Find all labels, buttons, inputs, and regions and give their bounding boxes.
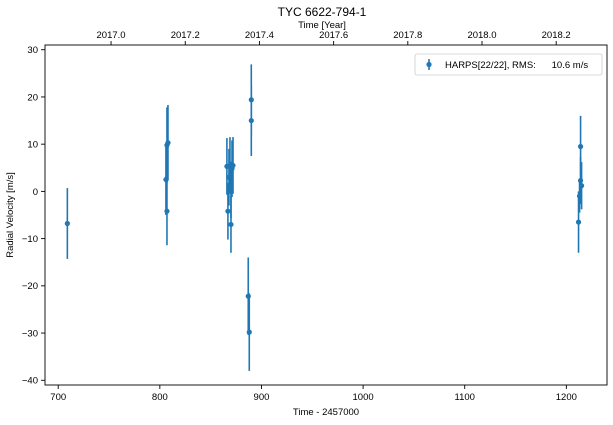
plot-frame — [44, 44, 608, 386]
data-series — [64, 64, 585, 371]
top-tick-label: 2017.6 — [319, 30, 348, 41]
y-tick-label: 30 — [27, 45, 38, 56]
y-axis: 30 20 10 0 −10 −20 −30 −40 — [22, 45, 45, 387]
data-point — [245, 293, 251, 299]
data-point — [246, 329, 252, 335]
chart-title: TYC 6622-794-1 — [278, 5, 367, 19]
top-tick-label: 2018.2 — [542, 30, 571, 41]
y-tick-label: −20 — [22, 281, 38, 292]
top-tick-label: 2017.2 — [171, 30, 200, 41]
data-point — [248, 117, 254, 124]
data-point — [578, 183, 585, 189]
data-point — [225, 208, 231, 214]
x-axis-label: Time - 2457000 — [293, 407, 359, 418]
x-tick-label: 800 — [152, 392, 168, 403]
legend: HARPS[22/22], RMS: 10.6 m/s — [414, 53, 603, 76]
top-tick-label: 2017.4 — [245, 30, 274, 41]
top-tick-label: 2017.0 — [97, 30, 126, 41]
data-point — [165, 140, 171, 146]
x-tick-label: 900 — [254, 392, 270, 403]
x-tick-label: 700 — [50, 392, 66, 403]
top-x-axis: 2017.0 2017.2 2017.4 2017.6 2017.8 2018.0 2018… — [97, 30, 571, 45]
data-point — [577, 143, 584, 150]
legend-box — [414, 53, 603, 76]
y-tick-label: 10 — [27, 140, 38, 151]
x-tick-label: 1200 — [556, 392, 577, 403]
data-point — [164, 208, 170, 214]
data-point — [64, 220, 70, 227]
y-tick-label: −40 — [22, 376, 38, 387]
y-tick-label: −30 — [22, 328, 38, 339]
x-tick-label: 1100 — [455, 392, 475, 403]
y-tick-label: 20 — [27, 92, 38, 103]
data-point — [230, 162, 236, 169]
y-tick-label: 0 — [33, 187, 38, 198]
legend-label: HARPS[22/22], RMS: 10.6 m/s — [445, 60, 588, 71]
legend-marker — [426, 61, 432, 68]
top-tick-label: 2018.0 — [467, 30, 496, 41]
data-point — [577, 177, 584, 184]
data-point — [228, 221, 234, 228]
y-axis-label: Radial Velocity [m/s] — [5, 172, 16, 258]
y-tick-label: −10 — [22, 234, 38, 245]
data-point — [575, 219, 582, 225]
top-axis-label: Time [Year] — [298, 20, 346, 31]
x-tick-label: 1000 — [353, 392, 374, 403]
bottom-x-axis: 700 800 900 1000 1100 1200 — [50, 385, 577, 403]
top-tick-label: 2017.8 — [393, 30, 422, 41]
